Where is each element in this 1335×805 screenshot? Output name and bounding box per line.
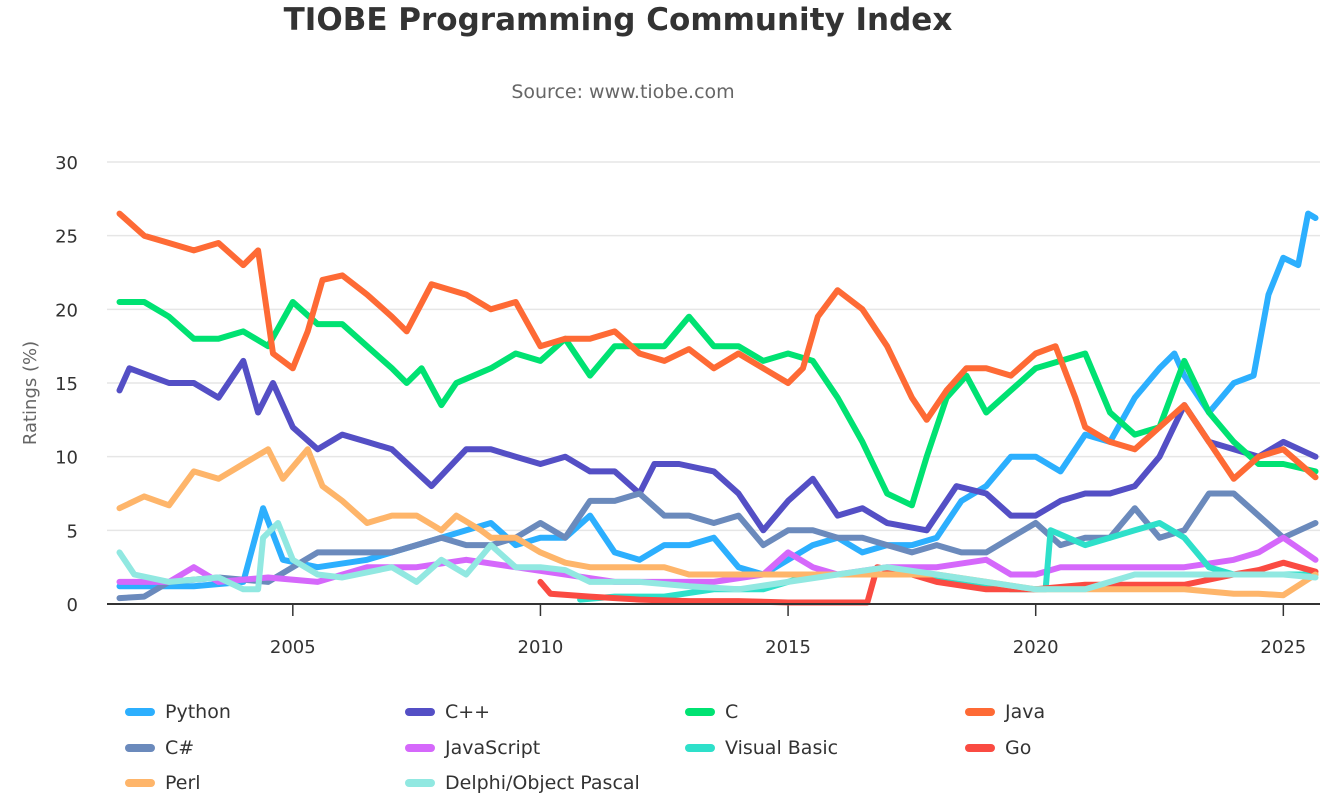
legend-item-javascript[interactable]: JavaScript xyxy=(405,737,540,759)
legend-label: C# xyxy=(165,737,195,759)
legend-swatch xyxy=(405,708,435,716)
y-tick-label: 15 xyxy=(55,374,78,395)
legend-label: JavaScript xyxy=(445,737,541,759)
legend-swatch xyxy=(685,708,715,716)
x-tick-label: 2015 xyxy=(765,637,811,658)
legend-item-python[interactable]: Python xyxy=(125,701,231,723)
legend-swatch xyxy=(405,779,435,787)
legend-swatch xyxy=(965,744,995,752)
legend-label: Visual Basic xyxy=(725,737,839,759)
series-line-c- xyxy=(116,357,1319,534)
legend-label: Java xyxy=(1005,701,1046,723)
legend-item-go[interactable]: Go xyxy=(965,737,1031,759)
legend-label: Perl xyxy=(165,772,201,794)
y-tick-label: 10 xyxy=(55,448,78,469)
y-tick-label: 20 xyxy=(55,300,78,321)
chart-subtitle: Source: www.tiobe.com xyxy=(511,81,735,103)
y-tick-label: 25 xyxy=(55,227,78,248)
legend-label: Delphi/Object Pascal xyxy=(445,772,640,794)
x-tick-label: 2025 xyxy=(1260,637,1306,658)
series-line-delphi-object-pascal xyxy=(116,520,1319,593)
legend-label: C++ xyxy=(445,701,491,723)
legend-swatch xyxy=(125,779,155,787)
x-tick-label: 2020 xyxy=(1013,637,1059,658)
x-tick-label: 2010 xyxy=(518,637,564,658)
legend-item-c-[interactable]: C++ xyxy=(405,701,490,723)
y-tick-label: 30 xyxy=(55,153,78,174)
y-tick-label: 5 xyxy=(67,521,78,542)
legend-label: Go xyxy=(1005,737,1032,759)
legend-item-c-[interactable]: C# xyxy=(125,737,194,759)
y-tick-label: 0 xyxy=(67,595,78,616)
y-axis-title: Ratings (%) xyxy=(20,341,41,445)
legend-swatch xyxy=(685,744,715,752)
series-line-javascript xyxy=(116,534,1319,585)
series-line-c- xyxy=(116,490,1319,602)
legend-item-java[interactable]: Java xyxy=(965,701,1045,723)
chart-title: TIOBE Programming Community Index xyxy=(283,2,953,38)
series-line-c xyxy=(116,299,1319,509)
legend-item-perl[interactable]: Perl xyxy=(125,772,201,794)
legend-swatch xyxy=(125,708,155,716)
legend-label: Python xyxy=(165,701,231,723)
series-line-java xyxy=(116,210,1319,482)
legend-swatch xyxy=(125,744,155,752)
legend-swatch xyxy=(965,708,995,716)
legend-swatch xyxy=(405,744,435,752)
legend-item-c[interactable]: C xyxy=(685,701,738,723)
legend-item-visual-basic[interactable]: Visual Basic xyxy=(685,737,838,759)
x-tick-label: 2005 xyxy=(270,637,316,658)
legend-label: C xyxy=(725,701,739,723)
legend-item-delphi-object-pascal[interactable]: Delphi/Object Pascal xyxy=(405,772,640,794)
